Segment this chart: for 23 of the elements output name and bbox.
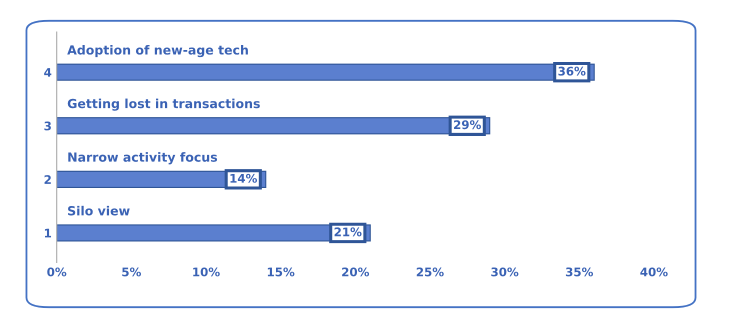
x-tick-label: 10% [193, 267, 220, 276]
x-tick-label: 40% [640, 267, 668, 276]
x-tick-label: 20% [342, 267, 370, 276]
x-tick-label: 0% [47, 267, 66, 276]
bar [56, 64, 595, 81]
y-tick-label: 1 [44, 228, 52, 238]
annotation: Adoption of new-age tech [67, 44, 248, 58]
annotation: Getting lost in transactions [68, 98, 260, 111]
data-label: 21% [334, 227, 362, 236]
x-tick-label: 25% [416, 267, 444, 276]
x-tick-label: 30% [491, 267, 518, 276]
y-tick-label: 2 [44, 175, 51, 184]
annotation: Narrow activity focus [68, 152, 218, 164]
data-label: 36% [558, 66, 586, 76]
data-label: 14% [230, 174, 258, 183]
x-tick-label: 5% [122, 267, 141, 276]
y-tick-label: 4 [44, 68, 52, 77]
bar [56, 117, 490, 134]
data-label: 29% [454, 120, 481, 130]
x-tick-label: 15% [268, 267, 294, 276]
x-tick-label: 35% [566, 267, 594, 276]
annotation: Silo view [68, 206, 130, 216]
y-tick-label: 3 [44, 121, 51, 130]
